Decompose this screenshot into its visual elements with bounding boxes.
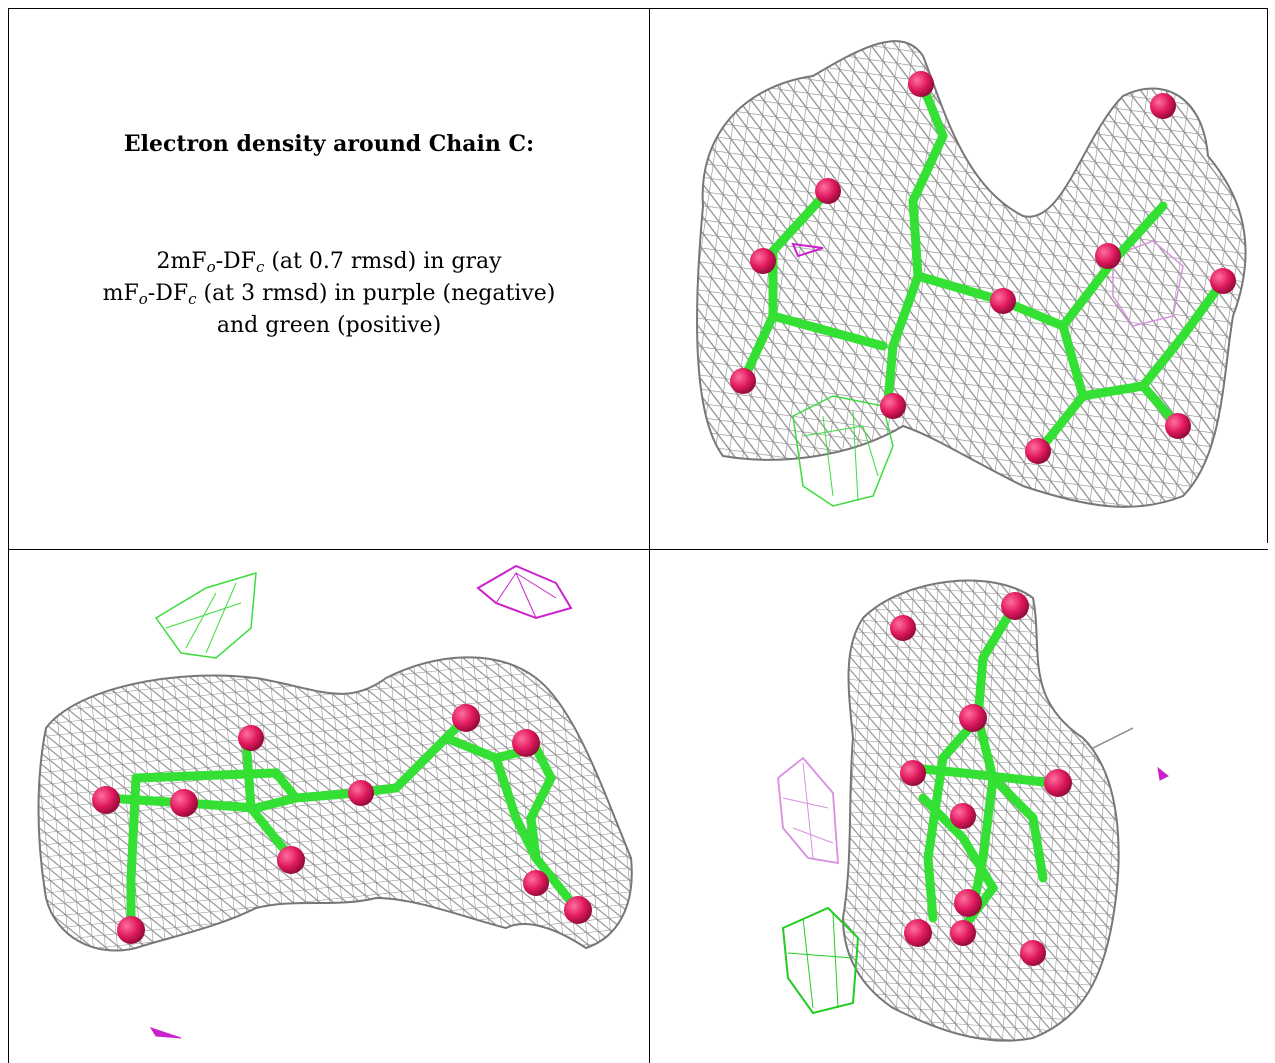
density-panel-end-view	[663, 558, 1263, 1058]
gray-density-mesh	[37, 656, 633, 952]
gray-density-mesh	[841, 579, 1120, 1042]
table-top-border	[8, 8, 1268, 9]
purple-density-negative	[777, 756, 839, 865]
table-middle-divider	[649, 8, 650, 1063]
caption-description: 2mFo-DFc (at 0.7 rmsd) in gray mFo-DFc (…	[8, 246, 650, 342]
molecule-bonds	[101, 713, 581, 933]
caption-line-1: 2mFo-DFc (at 0.7 rmsd) in gray	[156, 249, 502, 276]
density-map-side-view	[37, 564, 633, 1039]
density-panel-top-view	[663, 16, 1263, 541]
purple-density-negative	[1112, 240, 1184, 327]
molecule-atoms	[730, 71, 1236, 464]
caption-line-2: mFo-DFc (at 3 rmsd) in purple (negative)	[102, 281, 556, 308]
green-density-positive	[792, 395, 894, 507]
figure-table: Electron density around Chain C: 2mFo-DF…	[8, 8, 1268, 1063]
density-map-top-view	[696, 40, 1247, 508]
molecule-atoms	[92, 704, 592, 944]
caption-cell: Electron density around Chain C: 2mFo-DF…	[8, 8, 650, 548]
density-panel-side-view	[16, 558, 641, 1058]
caption-line-3: and green (positive)	[216, 313, 442, 338]
green-density-positive	[781, 906, 860, 1015]
density-map-end-view	[777, 579, 1169, 1042]
caption-title: Electron density around Chain C:	[123, 131, 535, 157]
table-right-border	[1267, 8, 1268, 543]
molecule-atoms	[890, 592, 1072, 966]
table-row-divider	[8, 549, 1268, 550]
table-left-border	[8, 8, 9, 1063]
green-density-positive	[154, 571, 257, 659]
